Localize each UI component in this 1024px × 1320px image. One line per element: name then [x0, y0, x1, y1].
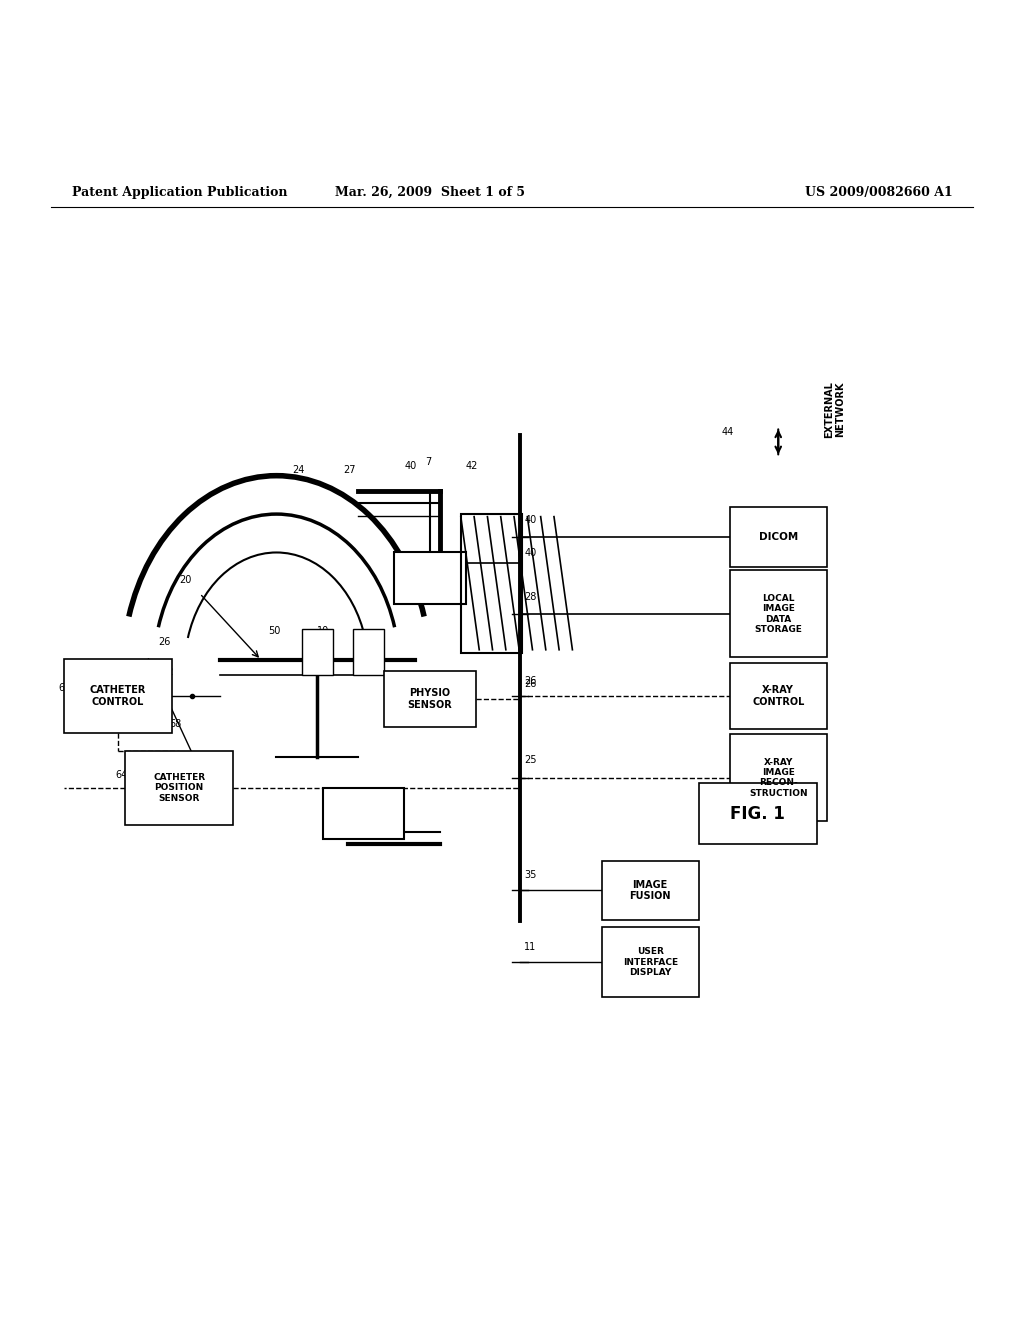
Text: 44: 44	[722, 426, 734, 437]
Text: 20: 20	[179, 576, 191, 585]
Text: 42: 42	[466, 461, 478, 470]
Text: X-RAY
IMAGE
RECON-
STRUCTION: X-RAY IMAGE RECON- STRUCTION	[749, 758, 808, 797]
Text: 62: 62	[394, 676, 407, 685]
Bar	[384, 671, 476, 727]
Text: IMAGE
FUSION: IMAGE FUSION	[630, 879, 671, 902]
Text: 50: 50	[268, 627, 281, 636]
Text: 64: 64	[116, 770, 128, 780]
Text: 28: 28	[524, 591, 537, 602]
Text: 40: 40	[524, 515, 537, 525]
Bar	[729, 734, 827, 821]
Text: 60: 60	[399, 693, 412, 704]
Text: USER
INTERFACE
DISPLAY: USER INTERFACE DISPLAY	[623, 948, 678, 977]
Text: 68: 68	[169, 718, 181, 729]
Text: EXTERNAL
NETWORK: EXTERNAL NETWORK	[823, 380, 846, 437]
Bar	[729, 507, 827, 566]
Text: CATHETER
POSITION
SENSOR: CATHETER POSITION SENSOR	[154, 774, 205, 803]
Text: Patent Application Publication: Patent Application Publication	[72, 186, 287, 198]
Bar	[602, 927, 698, 997]
Text: 26: 26	[524, 678, 537, 689]
Text: 40: 40	[404, 461, 417, 470]
Text: US 2009/0082660 A1: US 2009/0082660 A1	[805, 186, 952, 198]
Text: 13: 13	[364, 663, 376, 672]
Bar	[729, 663, 827, 729]
Bar	[602, 861, 698, 920]
Bar	[461, 513, 522, 653]
Text: 10: 10	[317, 627, 330, 636]
Text: 27: 27	[343, 465, 355, 475]
Text: Mar. 26, 2009  Sheet 1 of 5: Mar. 26, 2009 Sheet 1 of 5	[335, 186, 525, 198]
Text: FIG. 1: FIG. 1	[730, 805, 785, 822]
Text: PHYSIO
SENSOR: PHYSIO SENSOR	[408, 688, 453, 710]
Text: 35: 35	[524, 870, 537, 880]
Text: 22: 22	[161, 668, 173, 677]
Bar	[323, 788, 404, 840]
Text: X-RAY
CONTROL: X-RAY CONTROL	[752, 685, 805, 706]
Text: 26: 26	[524, 676, 537, 685]
Text: 24: 24	[292, 465, 304, 475]
Text: DICOM: DICOM	[759, 532, 798, 543]
Bar	[302, 630, 333, 676]
Bar	[698, 783, 817, 845]
Text: LOCAL
IMAGE
DATA
STORAGE: LOCAL IMAGE DATA STORAGE	[755, 594, 802, 634]
Bar	[394, 553, 466, 603]
Bar	[63, 659, 171, 733]
Text: 11: 11	[524, 941, 537, 952]
Text: 26: 26	[159, 636, 171, 647]
Text: 7: 7	[425, 458, 431, 467]
Text: 66: 66	[58, 682, 71, 693]
Text: CATHETER
CONTROL: CATHETER CONTROL	[89, 685, 146, 706]
Bar	[729, 570, 827, 657]
Text: 40: 40	[524, 548, 537, 557]
Text: 25: 25	[524, 755, 537, 766]
Bar	[353, 630, 384, 676]
Bar	[125, 751, 232, 825]
